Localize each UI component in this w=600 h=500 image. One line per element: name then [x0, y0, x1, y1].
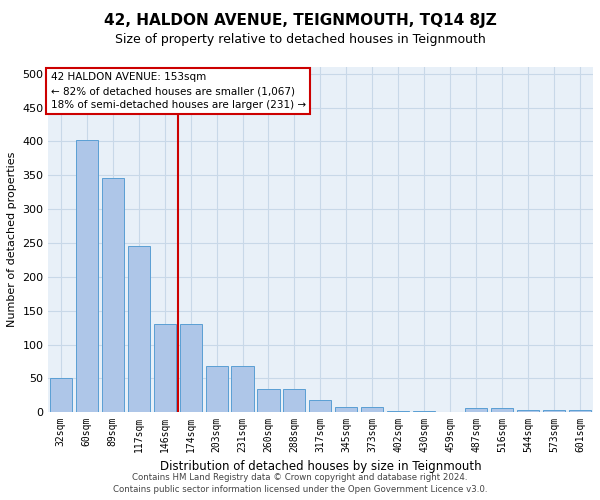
Text: 42 HALDON AVENUE: 153sqm
← 82% of detached houses are smaller (1,067)
18% of sem: 42 HALDON AVENUE: 153sqm ← 82% of detach… [50, 72, 305, 110]
Bar [517, 410, 539, 412]
Bar [361, 407, 383, 412]
Bar [335, 407, 358, 412]
Bar [257, 388, 280, 412]
Text: Size of property relative to detached houses in Teignmouth: Size of property relative to detached ho… [115, 32, 485, 46]
X-axis label: Distribution of detached houses by size in Teignmouth: Distribution of detached houses by size … [160, 460, 481, 473]
Bar [101, 178, 124, 412]
Bar [283, 388, 305, 412]
Bar [491, 408, 513, 412]
Bar [413, 411, 436, 412]
Bar [76, 140, 98, 412]
Bar [206, 366, 227, 412]
Text: Contains HM Land Registry data © Crown copyright and database right 2024.
Contai: Contains HM Land Registry data © Crown c… [113, 472, 487, 494]
Text: 42, HALDON AVENUE, TEIGNMOUTH, TQ14 8JZ: 42, HALDON AVENUE, TEIGNMOUTH, TQ14 8JZ [104, 12, 496, 28]
Bar [232, 366, 254, 412]
Bar [569, 410, 591, 412]
Bar [465, 408, 487, 412]
Bar [128, 246, 150, 412]
Bar [179, 324, 202, 412]
Bar [387, 411, 409, 412]
Bar [50, 378, 72, 412]
Bar [310, 400, 331, 412]
Y-axis label: Number of detached properties: Number of detached properties [7, 152, 17, 328]
Bar [154, 324, 176, 412]
Bar [543, 410, 565, 412]
